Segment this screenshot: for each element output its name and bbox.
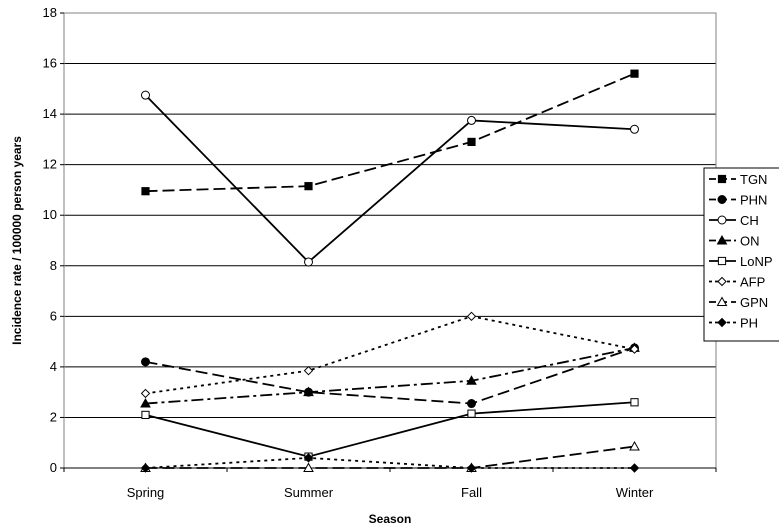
series-lonp	[141, 398, 639, 461]
legend-label: TGN	[740, 172, 767, 187]
legend-marker	[717, 317, 727, 328]
gridlines	[64, 12, 716, 469]
y-axis-title: Incidence rate / 100000 person years	[10, 136, 24, 345]
x-tick-label: Summer	[284, 485, 334, 500]
series-ch	[141, 90, 639, 267]
series-group	[140, 69, 640, 473]
data-point	[466, 375, 477, 385]
data-point	[304, 257, 313, 267]
y-tick-label: 6	[50, 308, 57, 323]
data-point	[467, 399, 476, 409]
series-line	[145, 347, 635, 405]
x-tick-label: Fall	[461, 485, 482, 500]
legend-label: ON	[740, 234, 760, 249]
series-line	[145, 456, 635, 469]
legend-entry: CH	[709, 213, 759, 228]
series-line	[145, 445, 635, 469]
data-point	[303, 386, 314, 397]
x-axis-ticks: Spring Summer Fall Winter	[63, 467, 717, 500]
legend-marker	[717, 195, 727, 204]
y-tick-label: 14	[43, 106, 57, 121]
legend-label: PH	[740, 316, 758, 331]
legend-label: CH	[740, 213, 759, 228]
data-point	[630, 398, 639, 407]
data-point	[140, 463, 151, 473]
legend-marker	[717, 276, 727, 287]
legend-entry: AFP	[709, 275, 765, 290]
data-point	[629, 463, 640, 473]
data-point	[303, 462, 314, 472]
x-axis-title: Season	[369, 512, 412, 526]
data-point	[630, 124, 639, 134]
data-point	[141, 357, 150, 367]
series-afp	[140, 311, 640, 399]
legend-label: PHN	[740, 193, 767, 208]
series-line	[145, 401, 635, 458]
legend-marker	[717, 256, 727, 266]
series-ph	[140, 453, 640, 473]
legend-marker	[717, 174, 727, 184]
x-tick-label: Spring	[127, 485, 165, 500]
legend-box	[703, 167, 779, 342]
data-point	[630, 69, 639, 78]
legend-label: GPN	[740, 295, 768, 310]
y-tick-label: 12	[43, 157, 57, 172]
y-tick-label: 2	[50, 409, 57, 424]
data-point	[141, 410, 150, 420]
data-point	[467, 409, 476, 418]
legend-entry: LoNP	[709, 254, 773, 269]
y-tick-label: 18	[43, 5, 57, 20]
y-tick-label: 10	[43, 207, 57, 222]
data-point	[467, 115, 476, 125]
y-tick-label: 4	[50, 359, 57, 374]
legend-entry: GPN	[709, 295, 768, 310]
data-point	[303, 453, 314, 463]
legend-entry: PHN	[709, 193, 767, 208]
series-gpn	[140, 440, 640, 472]
legend: TGN PHN CH ON LoNP AFP GPN PH	[703, 167, 779, 342]
y-axis-ticks: 0 2 4 6 8 10 12 14 16 18	[43, 5, 64, 475]
data-point	[304, 182, 313, 191]
series-line	[144, 94, 635, 264]
data-point	[141, 187, 150, 196]
data-point	[467, 137, 476, 147]
legend-marker	[717, 215, 727, 225]
y-tick-label: 8	[50, 258, 57, 273]
data-point	[140, 388, 151, 399]
plot-area	[63, 12, 717, 469]
series-phn	[141, 343, 639, 409]
series-line	[145, 72, 635, 193]
legend-label: AFP	[740, 275, 765, 290]
legend-entry: ON	[709, 234, 760, 249]
data-point	[303, 365, 314, 376]
series-tgn	[141, 69, 639, 196]
x-tick-label: Winter	[616, 485, 654, 500]
data-point	[629, 440, 640, 451]
legend-label: LoNP	[740, 254, 773, 269]
series-line	[145, 315, 635, 395]
data-point	[140, 398, 151, 408]
data-point	[466, 311, 477, 322]
legend-marker	[716, 234, 728, 245]
legend-marker	[716, 296, 728, 306]
data-point	[141, 90, 150, 100]
data-point	[629, 344, 640, 354]
y-tick-label: 0	[50, 460, 57, 475]
data-point	[466, 463, 477, 473]
legend-entry: TGN	[709, 172, 767, 187]
series-line	[145, 347, 635, 405]
legend-entry: PH	[709, 316, 758, 331]
y-tick-label: 16	[43, 56, 57, 71]
